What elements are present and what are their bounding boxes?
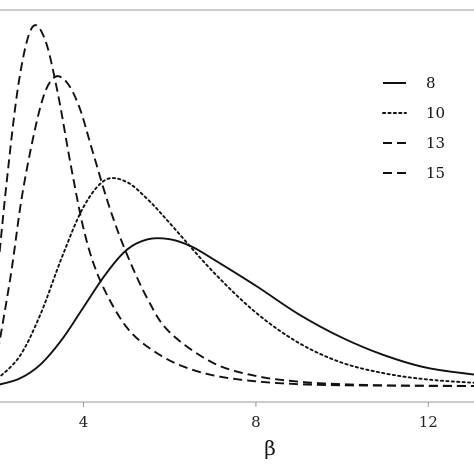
series-layer xyxy=(0,24,474,387)
series-line-2 xyxy=(0,177,474,384)
x-tick-label: 4 xyxy=(79,413,89,431)
x-tick-label: 12 xyxy=(419,413,438,431)
series-line-1 xyxy=(0,237,474,386)
series-line-3 xyxy=(0,75,474,387)
x-axis-ticks: 4 8 12 xyxy=(79,402,438,431)
x-tick-label: 8 xyxy=(251,413,261,431)
x-axis-label: β xyxy=(264,436,276,460)
legend: 8 10 13 15 xyxy=(382,74,445,182)
legend-label-2: 10 xyxy=(426,104,445,122)
legend-label-3: 13 xyxy=(426,134,445,152)
legend-label-4: 15 xyxy=(426,164,445,182)
legend-label-1: 8 xyxy=(426,74,436,92)
series-line-4 xyxy=(0,24,474,387)
